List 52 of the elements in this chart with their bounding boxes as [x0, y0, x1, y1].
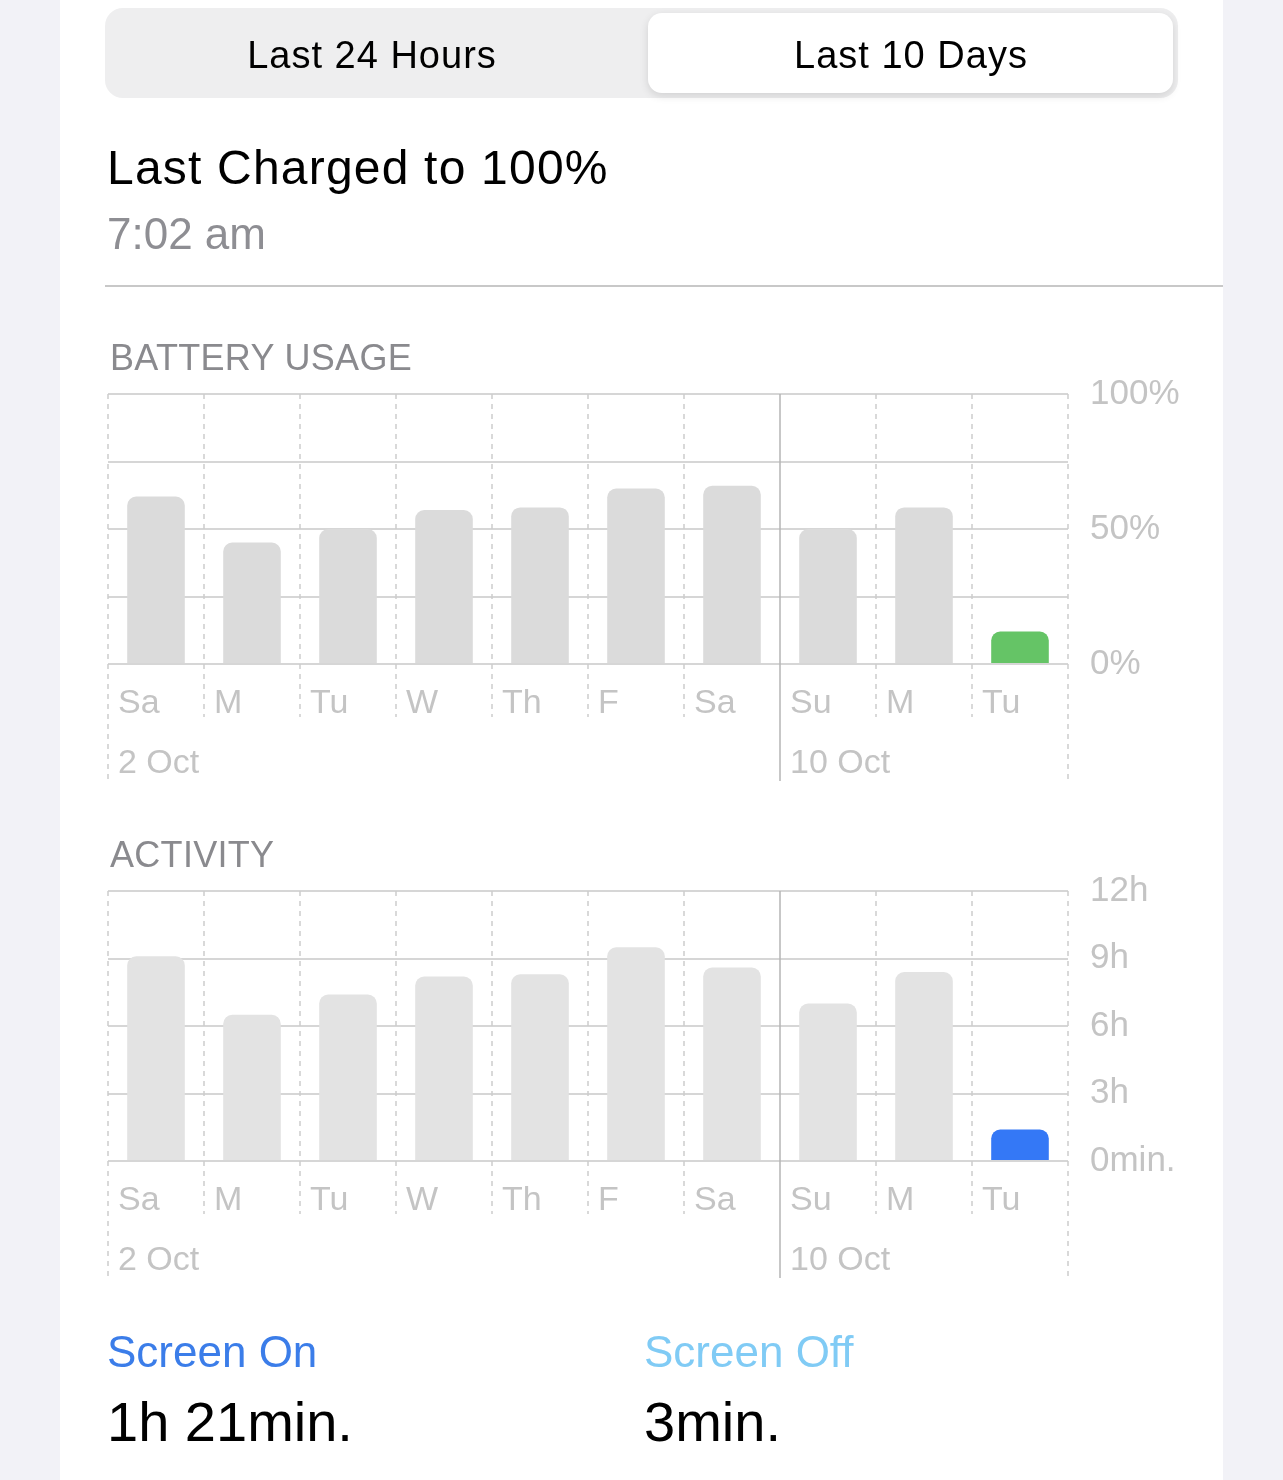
x-tick-label: M — [886, 682, 915, 720]
x-tick-label: M — [214, 1179, 243, 1217]
text: Screen On — [107, 1326, 318, 1376]
bar — [607, 947, 665, 1160]
x-tick-label: Su — [790, 682, 832, 720]
text: Last Charged to 100% — [107, 141, 609, 195]
ref-line-label: 10 Oct — [790, 1239, 891, 1277]
x-tick-label: F — [598, 1179, 619, 1217]
ref-line-label: 10 Oct — [790, 742, 891, 780]
x-tick-label: Sa — [694, 1179, 736, 1217]
bar — [319, 994, 377, 1160]
x-tick-label: Sa — [118, 682, 160, 720]
x-tick-label: Tu — [982, 1179, 1021, 1217]
x-tick-label: W — [406, 682, 439, 720]
x-tick-label: Sa — [694, 682, 736, 720]
bar — [127, 956, 185, 1160]
x-tick-label: Tu — [982, 682, 1021, 720]
text: 3min. — [644, 1389, 781, 1453]
text: 1h 21min. — [107, 1389, 353, 1453]
x-tick-label: W — [406, 1179, 439, 1217]
bar — [799, 1003, 857, 1160]
y-tick-label: 50% — [1090, 506, 1161, 546]
y-tick-label: 6h — [1090, 1003, 1129, 1043]
segmented-control: Last 24 Hours Last 10 Days — [105, 8, 1178, 98]
ref-line-label: 2 Oct — [118, 1239, 200, 1277]
x-tick-label: M — [214, 682, 243, 720]
bar — [415, 976, 473, 1160]
x-tick-label: Sa — [118, 1179, 160, 1217]
y-tick-label: 3h — [1090, 1071, 1129, 1111]
y-tick-label: 0% — [1090, 641, 1141, 681]
x-tick-label: F — [598, 682, 619, 720]
x-tick-label: Tu — [310, 682, 349, 720]
x-tick-label: Su — [790, 1179, 832, 1217]
bar — [991, 1129, 1049, 1160]
bar — [895, 972, 953, 1160]
chart-title: ACTIVITY — [110, 834, 275, 875]
bar — [703, 967, 761, 1160]
x-tick-label: Th — [502, 682, 542, 720]
bar — [511, 974, 569, 1160]
text: Screen Off — [644, 1326, 854, 1376]
bar — [991, 631, 1049, 663]
x-tick-label: Tu — [310, 1179, 349, 1217]
bar — [223, 1014, 281, 1160]
chart-title: BATTERY USAGE — [110, 337, 412, 378]
y-tick-label: 0min. — [1090, 1138, 1176, 1178]
y-tick-label: 100% — [1090, 371, 1180, 411]
x-tick-label: Th — [502, 1179, 542, 1217]
x-tick-label: M — [886, 1179, 915, 1217]
y-tick-label: 12h — [1090, 868, 1149, 908]
text: 7:02 am — [107, 208, 266, 258]
y-tick-label: 9h — [1090, 936, 1129, 976]
ref-line-label: 2 Oct — [118, 742, 200, 780]
